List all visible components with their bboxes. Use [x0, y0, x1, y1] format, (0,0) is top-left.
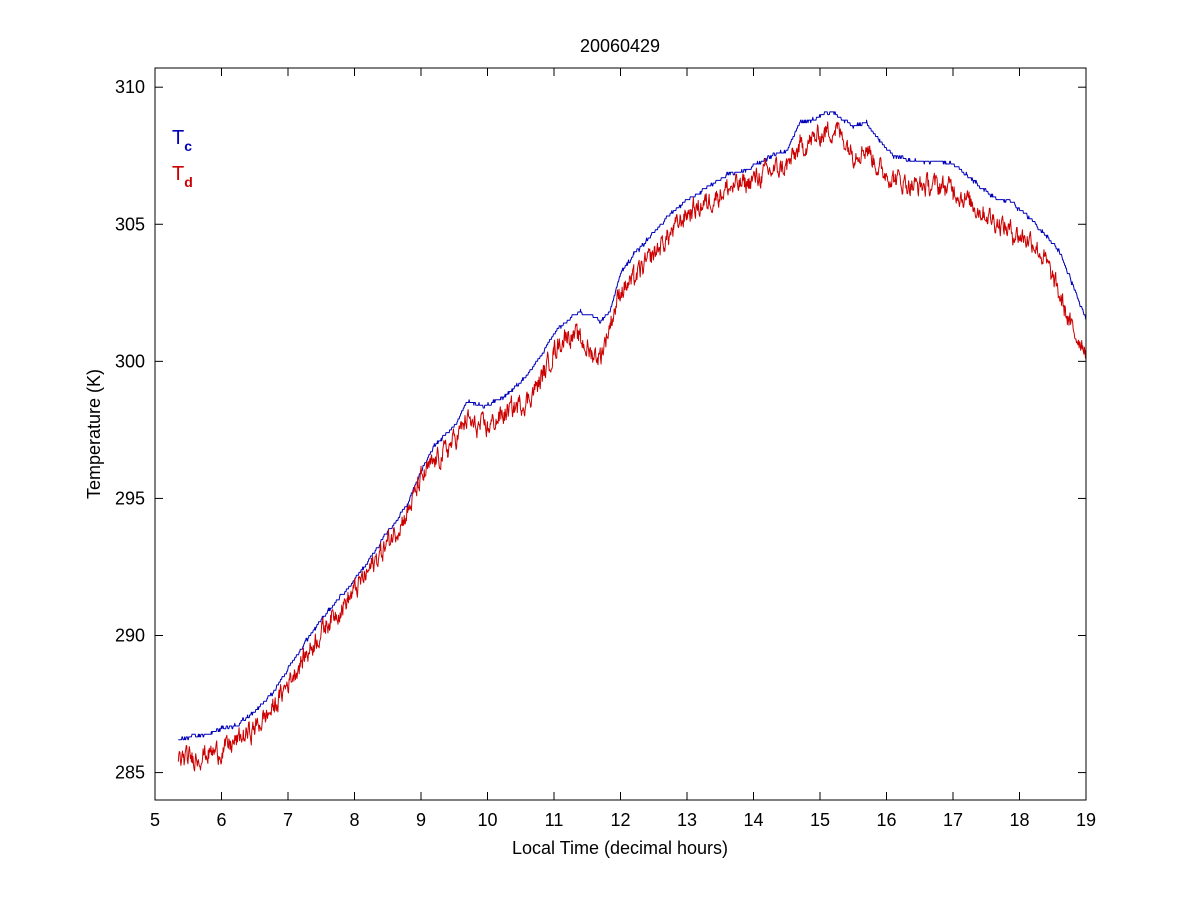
y-tick-label-0: 285	[115, 763, 145, 783]
x-tick-label-13: 18	[1009, 810, 1029, 830]
x-tick-label-12: 17	[943, 810, 963, 830]
x-tick-label-3: 8	[349, 810, 359, 830]
x-tick-label-14: 19	[1076, 810, 1096, 830]
x-tick-label-9: 14	[743, 810, 763, 830]
y-tick-label-3: 300	[115, 351, 145, 371]
legend-entry-tc: Tc	[172, 127, 192, 154]
legend-entry-td: Td	[172, 163, 193, 190]
y-axis-label: Temperature (K)	[84, 369, 104, 499]
series-line-tc	[178, 111, 1087, 741]
x-tick-label-0: 5	[150, 810, 160, 830]
x-tick-label-4: 9	[416, 810, 426, 830]
legend-tc-subscript: c	[184, 138, 192, 154]
x-axis: 5 6 7 8 9 10 11 12 13 14 15 16 17 18 19	[150, 68, 1096, 830]
x-axis-label: Local Time (decimal hours)	[512, 838, 728, 858]
y-tick-label-2: 295	[115, 488, 145, 508]
x-tick-label-10: 15	[810, 810, 830, 830]
x-tick-label-1: 6	[216, 810, 226, 830]
legend-td-subscript: d	[184, 174, 193, 190]
legend-tc-main: T	[172, 127, 184, 149]
y-tick-label-4: 305	[115, 214, 145, 234]
x-tick-label-2: 7	[283, 810, 293, 830]
y-tick-label-1: 290	[115, 626, 145, 646]
chart-title: 20060429	[580, 36, 660, 56]
series-line-td	[177, 121, 1087, 772]
legend: Tc Td	[172, 127, 193, 190]
x-tick-label-8: 13	[677, 810, 697, 830]
series-layer	[177, 111, 1087, 772]
y-tick-label-5: 310	[115, 77, 145, 97]
y-axis: 285 290 295 300 305 310	[115, 77, 1086, 783]
x-tick-label-7: 12	[610, 810, 630, 830]
x-tick-label-5: 10	[477, 810, 497, 830]
x-tick-label-6: 11	[545, 810, 564, 830]
x-tick-label-11: 16	[876, 810, 896, 830]
legend-td-main: T	[172, 163, 184, 185]
